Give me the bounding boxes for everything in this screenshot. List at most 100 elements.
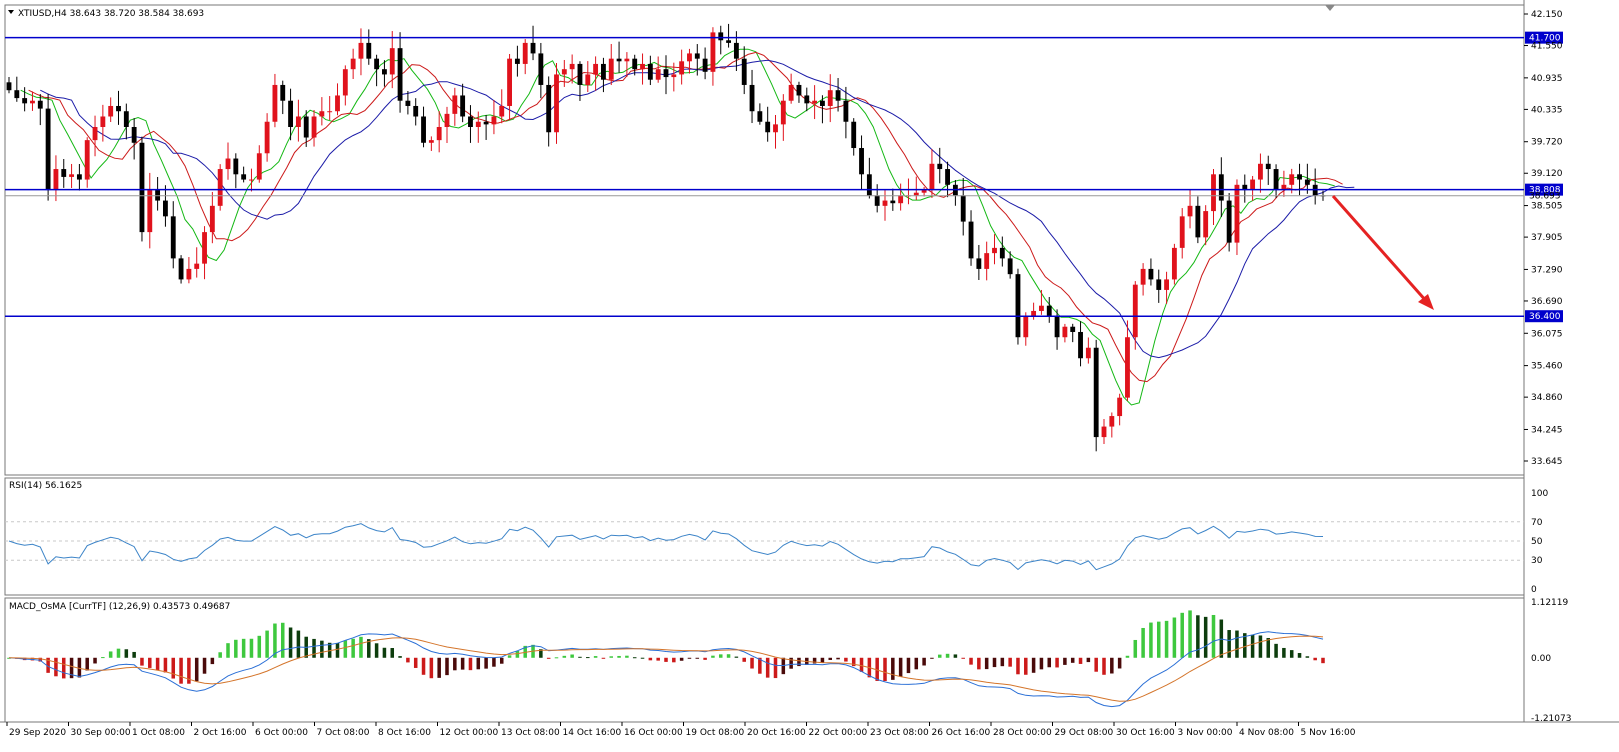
candle[interactable] — [92, 115, 98, 157]
candle[interactable] — [1179, 208, 1185, 259]
candle[interactable] — [202, 226, 207, 280]
candle[interactable] — [945, 161, 950, 198]
candle[interactable] — [687, 48, 692, 74]
candle[interactable] — [898, 183, 904, 211]
candle[interactable] — [1023, 312, 1029, 346]
candle[interactable] — [436, 110, 442, 153]
candle[interactable] — [561, 59, 567, 87]
candle[interactable] — [186, 257, 192, 284]
candle[interactable] — [1242, 174, 1248, 203]
candle[interactable] — [61, 159, 67, 188]
candle[interactable] — [178, 255, 184, 284]
candle[interactable] — [921, 186, 927, 197]
candle[interactable] — [14, 76, 20, 102]
candle[interactable] — [209, 191, 215, 244]
candle[interactable] — [1171, 243, 1177, 285]
candle[interactable] — [382, 60, 387, 87]
candle[interactable] — [342, 65, 348, 106]
candle[interactable] — [1078, 321, 1083, 367]
candle[interactable] — [866, 157, 872, 199]
candle[interactable] — [647, 55, 653, 86]
candle[interactable] — [389, 31, 395, 89]
candle[interactable] — [1226, 193, 1232, 252]
candle[interactable] — [796, 81, 802, 103]
candle[interactable] — [116, 90, 121, 125]
candle[interactable] — [624, 52, 630, 77]
candle[interactable] — [491, 100, 497, 135]
candle[interactable] — [475, 111, 481, 143]
candle[interactable] — [1125, 320, 1130, 401]
candle[interactable] — [1195, 196, 1201, 244]
candle[interactable] — [757, 103, 763, 125]
candle[interactable] — [992, 234, 997, 265]
candle[interactable] — [452, 87, 458, 126]
candle[interactable] — [272, 73, 278, 128]
candle[interactable] — [444, 106, 450, 143]
candle[interactable] — [460, 83, 466, 123]
candle[interactable] — [882, 189, 888, 221]
candle[interactable] — [851, 118, 857, 156]
candle[interactable] — [319, 97, 325, 126]
candle[interactable] — [45, 93, 51, 201]
candle[interactable] — [773, 114, 778, 149]
candle[interactable] — [76, 163, 82, 191]
candle[interactable] — [1304, 163, 1310, 194]
candle[interactable] — [937, 147, 943, 184]
candle[interactable] — [1218, 157, 1224, 217]
candle[interactable] — [1148, 258, 1154, 286]
candle[interactable] — [632, 54, 638, 76]
candle[interactable] — [30, 91, 35, 111]
candle[interactable] — [601, 57, 606, 93]
candle[interactable] — [984, 241, 990, 281]
candle[interactable] — [421, 106, 426, 148]
candle[interactable] — [593, 56, 599, 91]
candle[interactable] — [358, 28, 364, 76]
candle[interactable] — [820, 95, 825, 124]
candle[interactable] — [256, 145, 262, 183]
candle[interactable] — [1101, 418, 1107, 444]
candles[interactable] — [6, 23, 1326, 452]
candle[interactable] — [468, 105, 473, 143]
candle[interactable] — [366, 29, 372, 65]
candle[interactable] — [1062, 323, 1068, 343]
candle[interactable] — [22, 87, 28, 112]
candle[interactable] — [554, 63, 559, 144]
candle[interactable] — [608, 43, 614, 86]
candle[interactable] — [1085, 337, 1091, 364]
candle[interactable] — [288, 88, 293, 141]
candle[interactable] — [249, 168, 254, 192]
candle[interactable] — [835, 78, 841, 112]
candle[interactable] — [483, 114, 489, 140]
candle[interactable] — [123, 103, 129, 140]
candle[interactable] — [1140, 263, 1146, 296]
candle[interactable] — [671, 62, 677, 92]
candle[interactable] — [499, 89, 505, 124]
candle[interactable] — [280, 80, 286, 115]
candle[interactable] — [960, 178, 966, 236]
candle[interactable] — [69, 163, 74, 189]
candle[interactable] — [679, 49, 685, 85]
candle[interactable] — [514, 45, 520, 77]
candle[interactable] — [616, 41, 622, 73]
candle[interactable] — [163, 185, 168, 227]
horizontal-levels[interactable]: 41.700 38.808 36.400 38.693 — [5, 31, 1563, 323]
chart-shift-marker-icon[interactable] — [1325, 5, 1335, 11]
candle[interactable] — [780, 94, 786, 141]
candle[interactable] — [1203, 205, 1209, 246]
candle[interactable] — [397, 32, 403, 113]
candle[interactable] — [1070, 323, 1076, 343]
candle[interactable] — [726, 23, 731, 48]
candle[interactable] — [84, 137, 90, 188]
rsi-panel[interactable] — [4, 477, 1525, 596]
down-arrow-icon[interactable] — [1331, 195, 1434, 310]
candle[interactable] — [303, 110, 309, 147]
candle[interactable] — [1132, 281, 1138, 350]
candle[interactable] — [1265, 155, 1271, 185]
candle[interactable] — [1258, 153, 1263, 193]
candle[interactable] — [1039, 289, 1044, 315]
candle[interactable] — [1156, 269, 1162, 303]
candle[interactable] — [522, 39, 528, 75]
candle[interactable] — [131, 118, 137, 160]
candle[interactable] — [241, 166, 247, 183]
